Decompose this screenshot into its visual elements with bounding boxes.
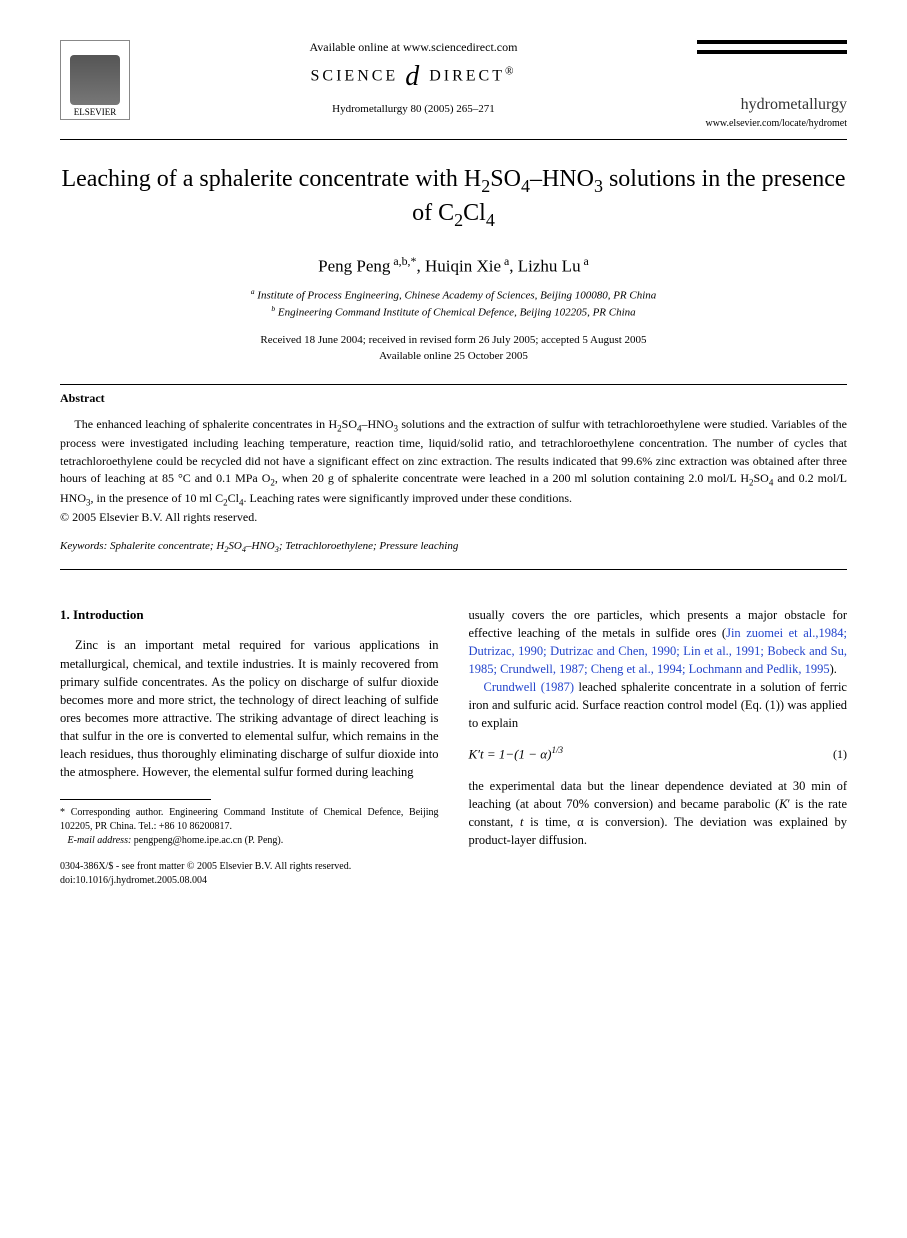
authors-line: Peng Peng a,b,*, Huiqin Xie a, Lizhu Lu … [60,254,847,277]
header-rule [60,139,847,140]
abstract-paragraph: The enhanced leaching of sphalerite conc… [60,416,847,509]
email-address: pengpeng@home.ipe.ac.cn (P. Peng). [134,835,283,846]
keywords-label: Keywords: [60,540,107,552]
intro-paragraph-right-1: usually covers the ore particles, which … [469,606,848,679]
intro-paragraph-right-3: the experimental data but the linear dep… [469,777,848,850]
journal-name: hydrometallurgy [697,96,847,114]
abstract-bottom-rule [60,569,847,570]
corr-label: * Corresponding author. [60,807,163,818]
header-center: Available online at www.sciencedirect.co… [130,40,697,115]
footer-issn-doi: 0304-386X/$ - see front matter © 2005 El… [60,860,439,888]
citation-line: Hydrometallurgy 80 (2005) 265–271 [130,103,697,115]
article-title: Leaching of a sphalerite concentrate wit… [60,164,847,232]
intro-paragraph-right-2: Crundwell (1987) leached sphalerite conc… [469,678,848,732]
equation-1-row: K′t = 1−(1 − α)1/3 (1) [469,744,848,764]
abstract-heading: Abstract [60,391,847,406]
journal-bars-icon [697,40,847,54]
left-column: 1. Introduction Zinc is an important met… [60,606,439,889]
elsevier-logo: ELSEVIER [60,40,130,120]
journal-box: hydrometallurgy www.elsevier.com/locate/… [697,40,847,129]
equation-1: K′t = 1−(1 − α)1/3 [469,744,564,764]
right-column: usually covers the ore particles, which … [469,606,848,889]
received-date: Received 18 June 2004; received in revis… [60,333,847,348]
page-header: ELSEVIER Available online at www.science… [60,40,847,129]
article-dates: Received 18 June 2004; received in revis… [60,333,847,364]
email-label: E-mail address: [68,835,132,846]
keywords-line: Keywords: Sphalerite concentrate; H2SO4–… [60,540,847,554]
sciencedirect-logo: SCIENCE d DIRECT® [130,61,697,93]
section-1-heading: 1. Introduction [60,606,439,625]
abstract-text: The enhanced leaching of sphalerite conc… [60,416,847,526]
corresponding-author-footnote: * Corresponding author. Engineering Comm… [60,806,439,848]
abstract-copyright: © 2005 Elsevier B.V. All rights reserved… [60,509,847,526]
keywords-text: Sphalerite concentrate; H2SO4–HNO3; Tetr… [110,540,458,552]
journal-url: www.elsevier.com/locate/hydromet [697,118,847,129]
issn-line: 0304-386X/$ - see front matter © 2005 El… [60,860,439,874]
affiliations: a Institute of Process Engineering, Chin… [60,287,847,321]
equation-1-number: (1) [833,746,847,763]
available-online-text: Available online at www.sciencedirect.co… [130,40,697,55]
affiliation-a: a Institute of Process Engineering, Chin… [60,287,847,304]
abstract-top-rule [60,384,847,385]
doi-line: doi:10.1016/j.hydromet.2005.08.004 [60,874,439,888]
online-date: Available online 25 October 2005 [60,349,847,364]
affiliation-b: b Engineering Command Institute of Chemi… [60,304,847,321]
publisher-label: ELSEVIER [74,107,117,117]
footnote-rule [60,799,211,800]
elsevier-tree-icon [70,55,120,105]
intro-paragraph-left: Zinc is an important metal required for … [60,636,439,781]
body-columns: 1. Introduction Zinc is an important met… [60,606,847,889]
